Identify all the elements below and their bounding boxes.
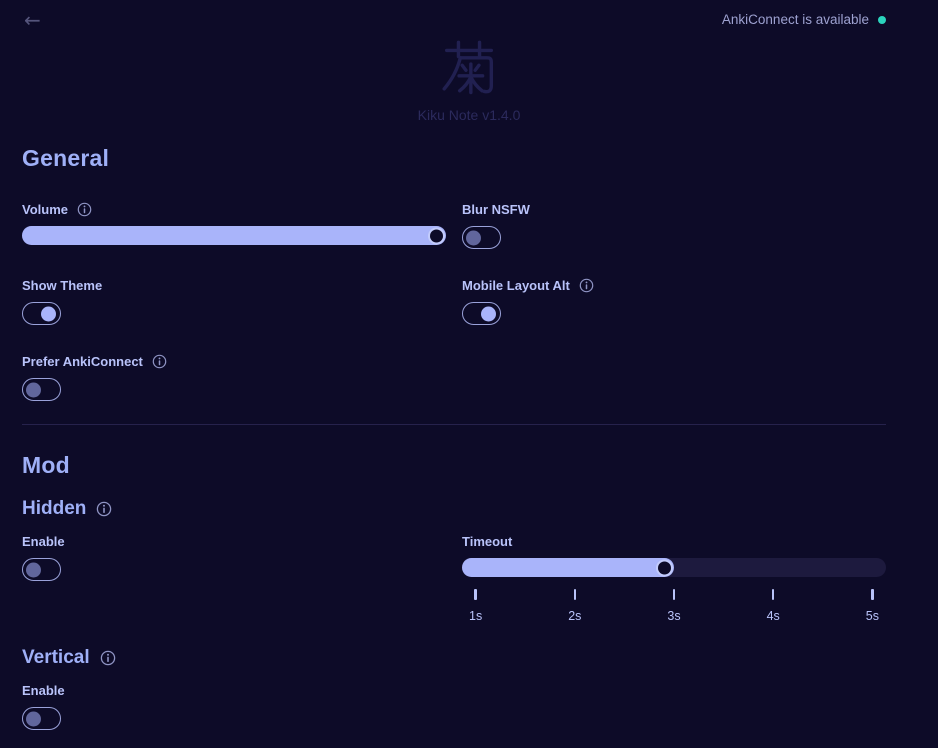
toggle-knob: [466, 230, 481, 245]
tick-label: 1s: [469, 609, 483, 623]
section-title-mod: Mod: [22, 452, 70, 478]
back-button[interactable]: ←: [24, 7, 41, 32]
subsection-hidden: Hidden: [22, 498, 886, 520]
vertical-enable-label: Enable: [22, 682, 65, 698]
tick-label: 2s: [568, 609, 582, 623]
timeout-slider-thumb[interactable]: [658, 561, 671, 574]
blur-nsfw-toggle[interactable]: [462, 226, 501, 249]
tick-label: 3s: [667, 609, 681, 623]
blur-nsfw-label: Blur NSFW: [462, 201, 530, 217]
show-theme-toggle[interactable]: [22, 302, 61, 325]
vertical-enable-toggle[interactable]: [22, 707, 61, 730]
prefer-ankiconnect-toggle[interactable]: [22, 378, 61, 401]
mobile-layout-alt-toggle[interactable]: [462, 302, 501, 325]
toggle-knob: [26, 711, 41, 726]
info-icon[interactable]: [96, 501, 112, 517]
field-timeout: Timeout 1s 2s 3s 4s 5s: [462, 533, 886, 623]
tick-mark: [771, 589, 775, 600]
mobile-layout-alt-label: Mobile Layout Alt: [462, 277, 570, 293]
app-version-caption: Kiku Note v1.4.0: [417, 107, 521, 123]
topbar: ← AnkiConnect is available: [0, 0, 938, 30]
toggle-knob: [26, 562, 41, 577]
settings-content: General Volume Blur NSFW: [22, 145, 886, 748]
volume-slider-fill: [22, 226, 446, 245]
prefer-ankiconnect-label: Prefer AnkiConnect: [22, 353, 143, 369]
hidden-enable-toggle[interactable]: [22, 558, 61, 581]
tick-mark: [871, 589, 874, 600]
toggle-knob: [41, 306, 56, 321]
field-prefer-ankiconnect: Prefer AnkiConnect: [22, 353, 446, 401]
timeout-label: Timeout: [462, 533, 513, 549]
app-logo: Kiku Note v1.4.0: [0, 38, 938, 123]
tick-label: 4s: [766, 609, 780, 623]
tick-5s: 5s: [866, 589, 879, 623]
hidden-title: Hidden: [22, 498, 87, 519]
vertical-title: Vertical: [22, 647, 90, 668]
info-icon[interactable]: [77, 202, 92, 217]
status-dot-icon: [878, 15, 886, 24]
kiku-kanji-logo-icon: [438, 38, 500, 105]
show-theme-label: Show Theme: [22, 277, 103, 293]
tick-label: 5s: [865, 609, 879, 623]
subsection-vertical: Vertical: [22, 647, 886, 669]
tick-mark: [474, 589, 477, 600]
tick-mark: [672, 589, 676, 600]
tick-1s: 1s: [469, 589, 482, 623]
tick-3s: 3s: [667, 589, 681, 623]
section-title-general: General: [22, 145, 110, 171]
info-icon[interactable]: [579, 278, 594, 293]
toggle-knob: [481, 306, 496, 321]
section-divider: [22, 424, 886, 425]
ankiconnect-status: AnkiConnect is available: [722, 12, 886, 27]
volume-slider[interactable]: [22, 226, 446, 245]
field-volume: Volume: [22, 201, 446, 249]
toggle-knob: [26, 382, 41, 397]
volume-slider-thumb[interactable]: [430, 229, 443, 242]
field-vertical-enable: Enable: [22, 682, 886, 730]
info-icon[interactable]: [152, 354, 167, 369]
tick-mark: [573, 589, 577, 600]
volume-label: Volume: [22, 201, 68, 217]
timeout-slider-fill: [462, 558, 674, 577]
field-blur-nsfw: Blur NSFW: [462, 201, 886, 249]
tick-2s: 2s: [568, 589, 581, 623]
timeout-slider[interactable]: [462, 558, 886, 577]
hidden-enable-label: Enable: [22, 533, 65, 549]
field-hidden-enable: Enable: [22, 533, 446, 623]
field-mobile-layout-alt: Mobile Layout Alt: [462, 277, 886, 325]
hidden-grid: Enable Timeout 1s 2s 3s: [22, 533, 886, 623]
info-icon[interactable]: [100, 650, 116, 666]
timeout-ticks: 1s 2s 3s 4s 5s: [462, 589, 886, 623]
tick-4s: 4s: [767, 589, 780, 623]
ankiconnect-status-text: AnkiConnect is available: [721, 12, 869, 27]
general-grid: Volume Blur NSFW: [22, 201, 886, 401]
field-show-theme: Show Theme: [22, 277, 446, 325]
